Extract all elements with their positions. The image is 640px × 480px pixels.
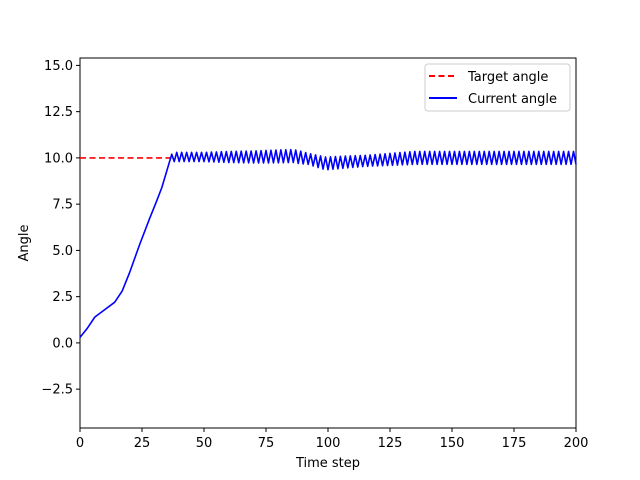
- x-axis: 0 25 50 75 100 125 150 175 200: [76, 428, 589, 451]
- y-tick-label: 10.0: [44, 151, 73, 166]
- series-line-current-angle: [79, 148, 577, 338]
- legend-label-target-angle: Target angle: [467, 70, 548, 85]
- x-tick-label: 50: [196, 436, 213, 451]
- x-axis-label: Time step: [295, 456, 360, 471]
- x-tick-label: 150: [440, 436, 465, 451]
- x-tick-label: 125: [378, 436, 403, 451]
- y-tick-label: 7.5: [52, 198, 73, 213]
- y-tick-label: 0.0: [52, 336, 73, 351]
- y-axis-label: Angle: [17, 225, 32, 262]
- axes-frame: [79, 57, 577, 429]
- y-tick-label: 12.5: [44, 105, 73, 120]
- y-tick-label: 5.0: [52, 244, 73, 259]
- y-axis: −2.5 0.0 2.5 5.0 7.5 10.0 12.5 15.0: [41, 59, 80, 398]
- legend-box: [424, 63, 571, 112]
- y-tick-label: 15.0: [44, 59, 73, 74]
- x-tick-label: 25: [134, 436, 151, 451]
- x-tick-label: 75: [258, 436, 275, 451]
- series-layer: [79, 148, 577, 338]
- legend-label-current-angle: Current angle: [468, 92, 557, 107]
- x-tick-label: 100: [316, 436, 341, 451]
- x-tick-label: 0: [76, 436, 84, 451]
- x-tick-label: 200: [564, 436, 589, 451]
- y-tick-label: 2.5: [52, 290, 73, 305]
- x-tick-label: 175: [502, 436, 527, 451]
- plot-area: [79, 57, 577, 429]
- legend: Target angle Current angle: [424, 63, 571, 112]
- y-tick-label: −2.5: [41, 383, 73, 398]
